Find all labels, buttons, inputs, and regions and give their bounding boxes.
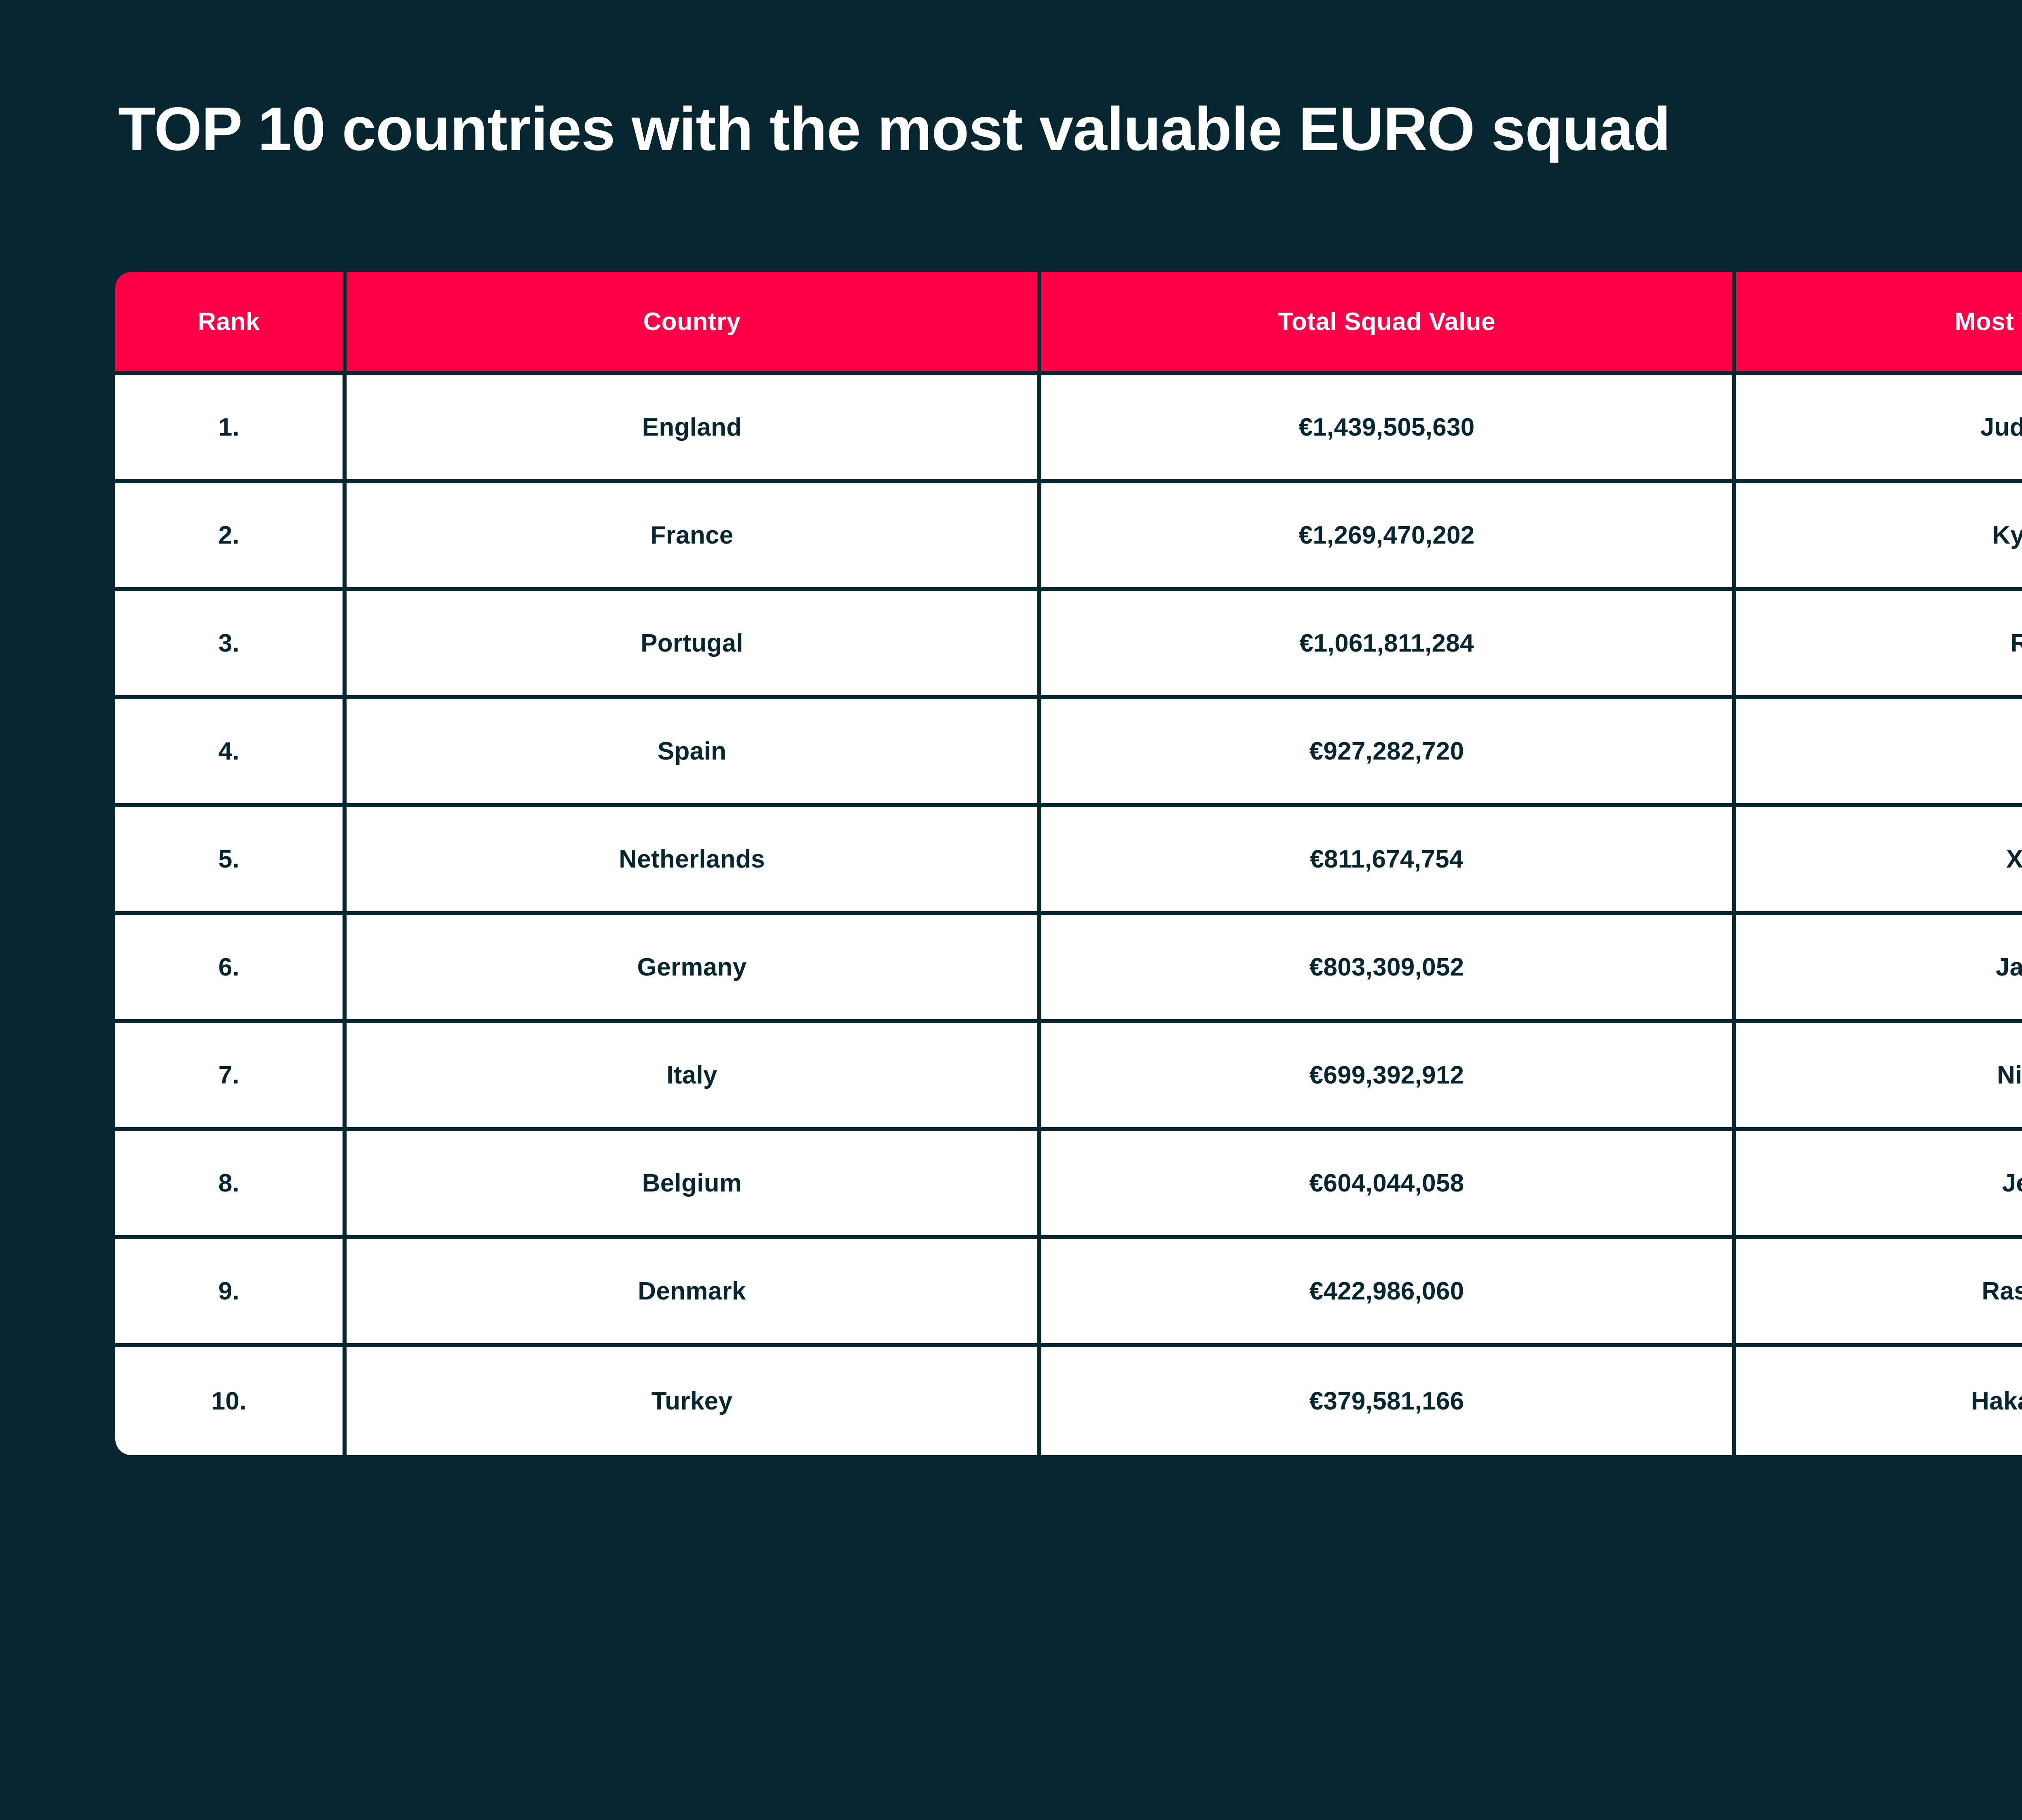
cell-squad-value: €422,986,060 xyxy=(1041,1239,1736,1347)
cell-rank: 5. xyxy=(115,807,347,915)
cell-rank: 2. xyxy=(115,483,347,591)
table-row: 3. Portugal €1,061,811,284 Rafael Leao €… xyxy=(115,591,2022,699)
cell-player: Rasmus Hojlund xyxy=(1736,1239,2022,1347)
cell-country: Turkey xyxy=(347,1347,1041,1455)
cell-player: Jeremy Doku xyxy=(1736,1131,2022,1239)
page-title: TOP 10 countries with the most valuable … xyxy=(118,95,1671,163)
table-row: 7. Italy €699,392,912 Nicolo Barella €75… xyxy=(115,1023,2022,1131)
table-header-row: Rank Country Total Squad Value Most Valu… xyxy=(115,272,2022,375)
cell-country: England xyxy=(347,375,1041,483)
table-header: Rank Country Total Squad Value Most Valu… xyxy=(115,272,2022,375)
cell-country: Spain xyxy=(347,699,1041,807)
cell-rank: 9. xyxy=(115,1239,347,1347)
table-row: 1. England €1,439,505,630 Jude Bellingha… xyxy=(115,375,2022,483)
cell-country: Italy xyxy=(347,1023,1041,1131)
table-row: 2. France €1,269,470,202 Kylian Mbappe €… xyxy=(115,483,2022,591)
table-body: 1. England €1,439,505,630 Jude Bellingha… xyxy=(115,375,2022,1455)
ranking-table: Rank Country Total Squad Value Most Valu… xyxy=(115,272,2022,1455)
cell-player: Xavi Simons xyxy=(1736,807,2022,915)
cell-rank: 6. xyxy=(115,915,347,1023)
cell-player: Kylian Mbappe xyxy=(1736,483,2022,591)
column-header-most-valuable-player[interactable]: Most Valuable Player xyxy=(1736,272,2022,375)
cell-player: Rodri xyxy=(1736,699,2022,807)
cell-rank: 7. xyxy=(115,1023,347,1131)
cell-squad-value: €803,309,052 xyxy=(1041,915,1736,1023)
table-row: 6. Germany €803,309,052 Jamal Musiala €1… xyxy=(115,915,2022,1023)
table-row: 10. Turkey €379,581,166 Hakan Calhanoglu… xyxy=(115,1347,2022,1455)
cell-player: Rafael Leao xyxy=(1736,591,2022,699)
cell-squad-value: €811,674,754 xyxy=(1041,807,1736,915)
cell-rank: 8. xyxy=(115,1131,347,1239)
cell-rank: 10. xyxy=(115,1347,347,1455)
column-header-total-squad-value[interactable]: Total Squad Value xyxy=(1041,272,1736,375)
cell-squad-value: €1,269,470,202 xyxy=(1041,483,1736,591)
cell-squad-value: €379,581,166 xyxy=(1041,1347,1736,1455)
cell-squad-value: €927,282,720 xyxy=(1041,699,1736,807)
table-row: 9. Denmark €422,986,060 Rasmus Hojlund €… xyxy=(115,1239,2022,1347)
ranking-table-container: Rank Country Total Squad Value Most Valu… xyxy=(115,272,2022,1455)
cell-country: Portugal xyxy=(347,591,1041,699)
cell-country: Netherlands xyxy=(347,807,1041,915)
cell-player: Jude Bellingham xyxy=(1736,375,2022,483)
cell-rank: 1. xyxy=(115,375,347,483)
cell-country: Belgium xyxy=(347,1131,1041,1239)
column-header-rank[interactable]: Rank xyxy=(115,272,347,375)
cell-country: Germany xyxy=(347,915,1041,1023)
table-row: 8. Belgium €604,044,058 Jeremy Doku €70 … xyxy=(115,1131,2022,1239)
cell-rank: 3. xyxy=(115,591,347,699)
cell-rank: 4. xyxy=(115,699,347,807)
cell-country: Denmark xyxy=(347,1239,1041,1347)
cell-player: Hakan Calhanoglu xyxy=(1736,1347,2022,1455)
cell-squad-value: €1,439,505,630 xyxy=(1041,375,1736,483)
cell-squad-value: €1,061,811,284 xyxy=(1041,591,1736,699)
column-header-country[interactable]: Country xyxy=(347,272,1041,375)
cell-squad-value: €604,044,058 xyxy=(1041,1131,1736,1239)
cell-player: Nicolo Barella xyxy=(1736,1023,2022,1131)
cell-player: Jamal Musiala xyxy=(1736,915,2022,1023)
cell-squad-value: €699,392,912 xyxy=(1041,1023,1736,1131)
cell-country: France xyxy=(347,483,1041,591)
table-row: 4. Spain €927,282,720 Rodri €115.4 milli… xyxy=(115,699,2022,807)
table-row: 5. Netherlands €811,674,754 Xavi Simons … xyxy=(115,807,2022,915)
